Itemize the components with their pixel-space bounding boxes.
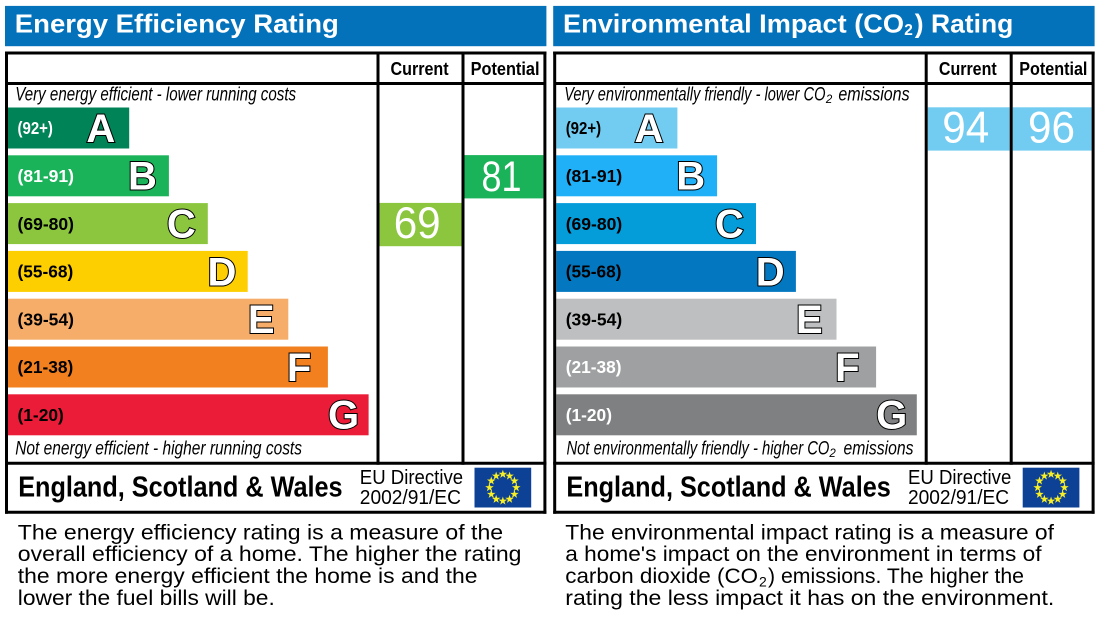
svg-text:lower the fuel bills will be.: lower the fuel bills will be. (18, 587, 275, 610)
svg-text:G: G (876, 394, 907, 438)
svg-text:F: F (835, 346, 859, 390)
svg-text:The environmental impact ratin: The environmental impact rating is a mea… (565, 521, 1054, 544)
svg-text:(1-20): (1-20) (566, 405, 612, 425)
svg-text:A: A (635, 107, 664, 151)
svg-text:) Rating: ) Rating (915, 11, 1014, 39)
svg-text:overall efficiency of a home.: overall efficiency of a home. The higher… (18, 543, 522, 566)
svg-text:C: C (167, 203, 196, 247)
svg-text:2: 2 (825, 94, 833, 106)
svg-text:rating the less impact it has: rating the less impact it has on the env… (565, 587, 1054, 610)
svg-text:C: C (715, 203, 744, 247)
svg-text:E: E (796, 298, 823, 342)
svg-text:Potential: Potential (1019, 58, 1087, 79)
svg-text:(39-54): (39-54) (18, 309, 75, 329)
svg-text:(1-20): (1-20) (18, 405, 64, 425)
svg-text:(92+): (92+) (18, 118, 53, 138)
svg-text:69: 69 (394, 199, 441, 248)
svg-text:the more energy efficient the: the more energy efficient the home is an… (18, 565, 478, 588)
svg-text:Current: Current (391, 58, 449, 79)
svg-text:D: D (756, 250, 785, 294)
svg-text:D: D (208, 250, 237, 294)
svg-text:) emissions. The higher the: ) emissions. The higher the (768, 565, 1024, 588)
svg-text:2: 2 (904, 22, 913, 39)
svg-text:England, Scotland & Wales: England, Scotland & Wales (18, 471, 342, 503)
svg-text:(81-91): (81-91) (18, 166, 75, 186)
svg-text:carbon dioxide (CO: carbon dioxide (CO (565, 565, 758, 588)
svg-text:81: 81 (482, 153, 522, 201)
svg-text:E: E (248, 298, 275, 342)
svg-text:(55-68): (55-68) (18, 262, 74, 282)
svg-text:England, Scotland & Wales: England, Scotland & Wales (566, 471, 890, 503)
svg-text:EU Directive: EU Directive (360, 467, 463, 489)
svg-text:B: B (128, 155, 157, 199)
svg-text:(69-80): (69-80) (566, 214, 623, 234)
svg-text:Potential: Potential (471, 58, 540, 79)
svg-text:(55-68): (55-68) (566, 262, 622, 282)
svg-text:96: 96 (1028, 103, 1075, 152)
svg-text:2002/91/EC: 2002/91/EC (360, 487, 461, 509)
svg-text:(39-54): (39-54) (566, 309, 623, 329)
svg-text:(21-38): (21-38) (566, 357, 622, 377)
svg-text:(92+): (92+) (566, 118, 601, 138)
svg-text:G: G (328, 394, 359, 438)
svg-text:(81-91): (81-91) (566, 166, 623, 186)
svg-text:Not energy efficient - higher: Not energy efficient - higher running co… (15, 438, 302, 459)
svg-text:emissions: emissions (844, 438, 914, 459)
svg-text:EU Directive: EU Directive (908, 467, 1011, 489)
svg-text:2002/91/EC: 2002/91/EC (908, 487, 1009, 509)
svg-text:2: 2 (828, 448, 836, 460)
svg-text:F: F (287, 346, 311, 390)
svg-text:Environmental Impact (CO: Environmental Impact (CO (563, 11, 904, 39)
svg-text:Very energy efficient - lower: Very energy efficient - lower running co… (15, 84, 296, 105)
svg-text:(69-80): (69-80) (18, 214, 75, 234)
svg-text:emissions: emissions (838, 84, 910, 105)
svg-text:A: A (86, 107, 115, 151)
svg-text:94: 94 (942, 103, 989, 152)
svg-text:Not environmentally friendly -: Not environmentally friendly - higher CO (567, 438, 830, 459)
svg-text:The energy efficiency rating i: The energy efficiency rating is a measur… (18, 521, 503, 544)
svg-text:a home's impact on the environ: a home's impact on the environment in te… (565, 543, 1041, 566)
svg-text:Very environmentally friendly: Very environmentally friendly - lower CO (564, 84, 825, 105)
svg-text:Energy Efficiency Rating: Energy Efficiency Rating (15, 11, 339, 39)
svg-text:2: 2 (759, 573, 767, 589)
svg-text:(21-38): (21-38) (18, 357, 74, 377)
svg-text:Current: Current (939, 58, 997, 79)
svg-text:B: B (676, 155, 705, 199)
